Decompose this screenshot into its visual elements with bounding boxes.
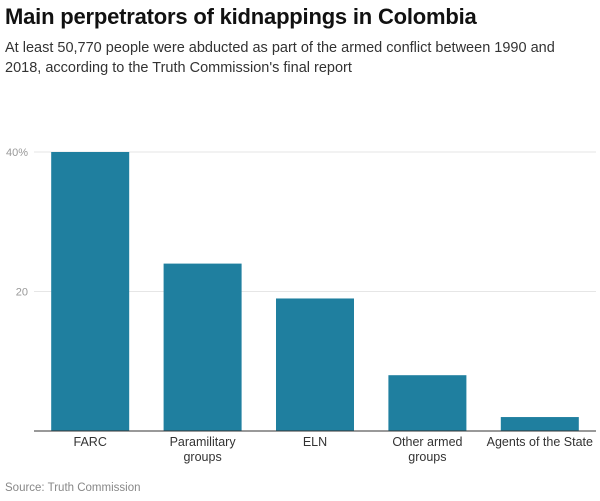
x-category-label: Paramilitary xyxy=(170,435,237,449)
bar xyxy=(500,417,579,431)
bar xyxy=(163,263,242,431)
x-category-label: groups xyxy=(408,450,446,464)
x-category-label: Agents of the State xyxy=(487,435,593,449)
bar xyxy=(388,375,467,431)
bar xyxy=(51,152,130,431)
bar xyxy=(276,298,354,431)
x-category-label: groups xyxy=(183,450,221,464)
chart-subtitle: At least 50,770 people were abducted as … xyxy=(5,40,555,76)
y-tick-label: 40% xyxy=(6,147,28,159)
x-category-label: FARC xyxy=(74,435,107,449)
x-category-label: Other armed xyxy=(392,435,462,449)
source-note: Source: Truth Commission xyxy=(5,482,141,494)
x-category-label: ELN xyxy=(303,435,327,449)
chart-title: Main perpetrators of kidnappings in Colo… xyxy=(5,4,477,29)
y-tick-label: 20 xyxy=(16,287,28,299)
